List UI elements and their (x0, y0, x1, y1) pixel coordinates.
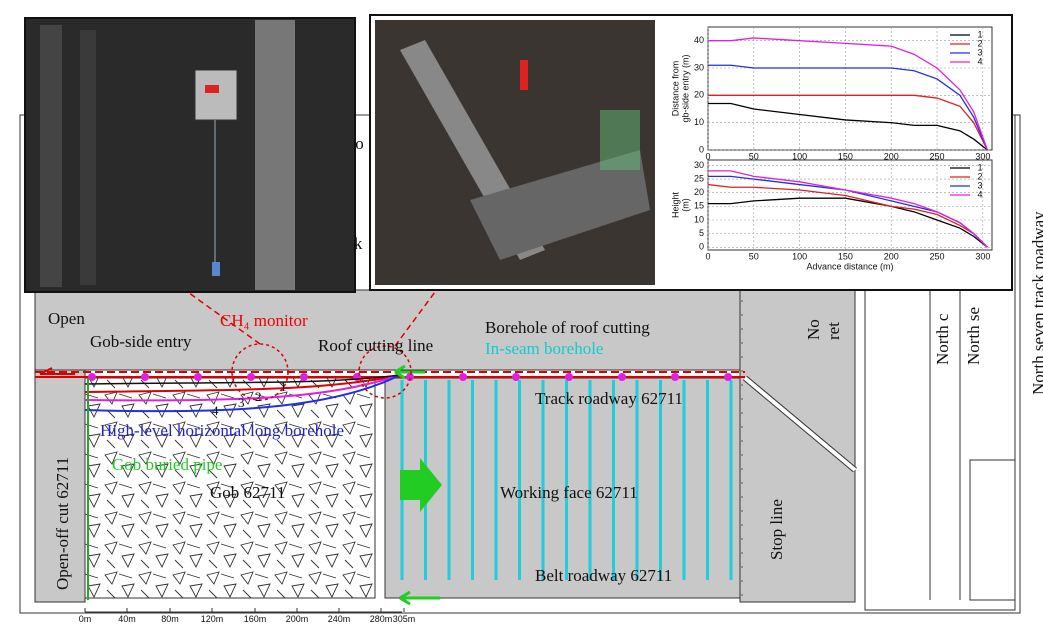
scale-label: 160m (244, 614, 267, 624)
label: North c (933, 313, 952, 365)
x-tick-label: 150 (838, 251, 853, 261)
y-tick-label: 15 (694, 201, 704, 211)
figure: Open CH₄ monitor Gob-side entry Roof cut… (0, 0, 1043, 626)
scale-label: 305m (393, 614, 416, 624)
x-tick-label: 50 (749, 251, 759, 261)
scale-label: 240m (328, 614, 351, 624)
x-axis-label: Advance distance (m) (806, 261, 893, 271)
y-tick-label: 40 (694, 35, 704, 45)
label: High-level horizontal long borehole (100, 421, 344, 440)
borehole-dot (671, 373, 679, 381)
x-tick-label: 200 (884, 251, 899, 261)
page: Open CH₄ monitor Gob-side entry Roof cut… (0, 0, 1043, 626)
label: 2 (255, 389, 262, 404)
block (970, 460, 1015, 600)
monitor-light (205, 85, 219, 93)
charts: 010203040050100150200250300Advance dista… (670, 27, 992, 271)
monitor (195, 70, 237, 120)
prop (255, 20, 295, 290)
scale-label: 200m (286, 614, 309, 624)
x-tick-label: 100 (792, 251, 807, 261)
x-tick-label: 300 (975, 251, 990, 261)
photo-monitor (25, 18, 355, 292)
legend-label: 4 (977, 56, 982, 66)
y-tick-label: 20 (694, 187, 704, 197)
sensor (212, 262, 220, 276)
label: North se (964, 307, 983, 365)
borehole-dot (459, 373, 467, 381)
label: In-seam borehole (485, 339, 603, 358)
y-tick-label: 30 (694, 160, 704, 170)
borehole-dot (88, 373, 96, 381)
label: Roof cutting line (318, 336, 433, 355)
y-tick-label: 20 (694, 90, 704, 100)
y-tick-label: 10 (694, 214, 704, 224)
borehole-dot (724, 373, 732, 381)
y-tick-label: 0 (699, 242, 704, 252)
label: ret (824, 322, 843, 340)
label: Stop line (767, 499, 786, 560)
y-tick-label: 30 (694, 62, 704, 72)
label: 4 (212, 403, 219, 418)
label: Borehole of roof cutting (485, 318, 650, 337)
scale-label: 80m (161, 614, 179, 624)
scale-label: 280m (370, 614, 393, 624)
label: Open-off cut 62711 (53, 457, 72, 590)
label: Open (48, 309, 85, 328)
label: CH₄ monitor (220, 311, 308, 330)
scale-label: 0m (79, 614, 92, 624)
prop (80, 30, 96, 285)
label: 1 (280, 379, 287, 394)
borehole-dot (194, 373, 202, 381)
scale-label: 120m (201, 614, 224, 624)
y-tick-label: 0 (699, 144, 704, 154)
x-tick-label: 250 (930, 251, 945, 261)
label: Working face 62711 (500, 483, 638, 502)
prop (40, 25, 62, 287)
borehole-dot (565, 373, 573, 381)
valve (520, 60, 528, 90)
label: Gob buried pipe (112, 455, 222, 474)
plot-area (708, 160, 992, 250)
y-tick-label: 5 (699, 228, 704, 238)
label: Belt roadway 62711 (535, 566, 672, 585)
label: Gob 62711 (210, 483, 285, 502)
borehole-dot (247, 373, 255, 381)
label: Track roadway 62711 (535, 389, 683, 408)
y-tick-label: 10 (694, 117, 704, 127)
photo (25, 18, 355, 292)
label: North seven track roadway (1029, 211, 1043, 395)
borehole-dot (141, 373, 149, 381)
y-axis-label: Height (670, 191, 680, 218)
y-axis-label: (m) (680, 198, 690, 212)
borehole-dot (618, 373, 626, 381)
borehole-dot (300, 373, 308, 381)
y-axis-label: Distance from (670, 61, 680, 117)
legend-label: 4 (977, 189, 982, 199)
scale-label: 40m (118, 614, 136, 624)
label: Gob-side entry (90, 332, 192, 351)
photo-charts: 010203040050100150200250300Advance dista… (370, 15, 1012, 290)
x-tick-label: 0 (705, 251, 710, 261)
y-axis-label: gb-side entry (m) (680, 54, 690, 122)
borehole-dot (512, 373, 520, 381)
label: 3 (238, 395, 245, 410)
label: No (804, 319, 823, 340)
device (600, 110, 640, 170)
y-tick-label: 25 (694, 173, 704, 183)
